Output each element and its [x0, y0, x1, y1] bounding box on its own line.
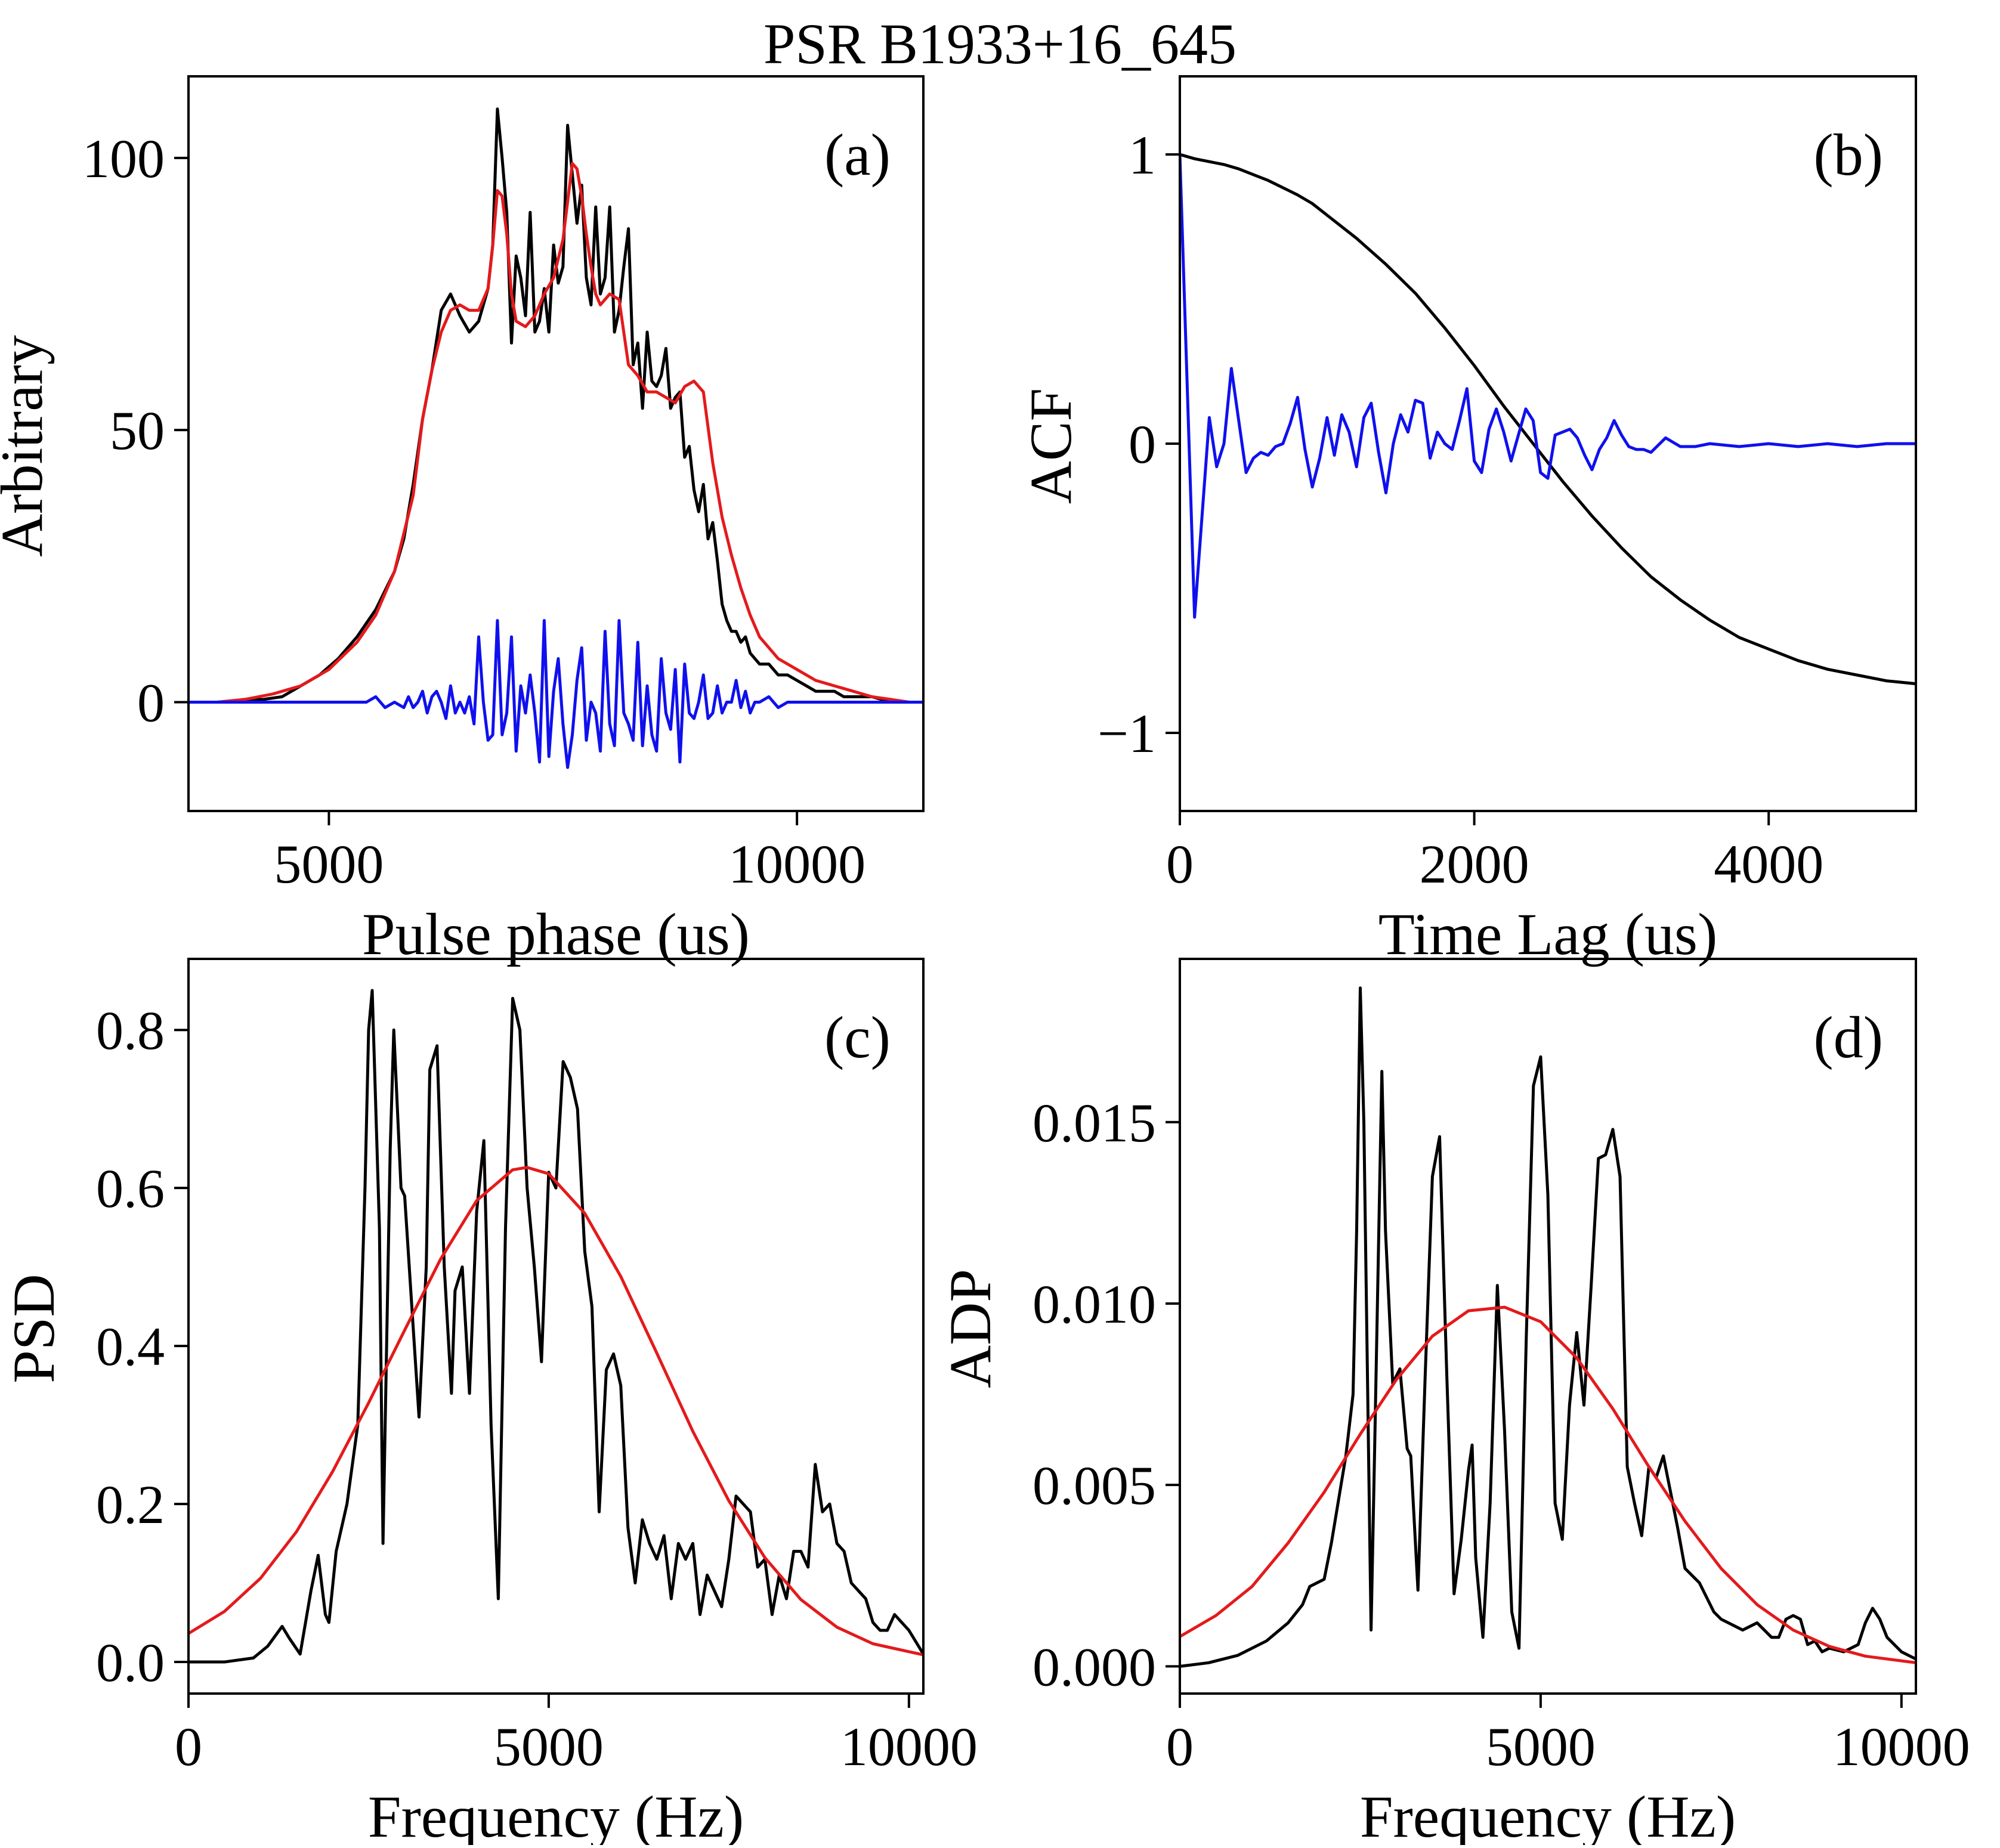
- y-axis-label: ACF: [1018, 388, 1084, 504]
- y-tick-label: 0.000: [1033, 1636, 1156, 1697]
- y-tick-label: 0.6: [96, 1158, 165, 1219]
- y-tick-label: 0.8: [96, 1000, 165, 1061]
- y-tick-label: 1: [1129, 125, 1156, 185]
- x-tick-label: 5000: [1486, 1716, 1596, 1777]
- x-axis-label: Time Lag (us): [1378, 901, 1718, 967]
- y-tick-label: 0.0: [96, 1632, 165, 1693]
- panel-b: 0 2000 4000 −1 0 1 Time Lag (us) ACF (b): [1018, 75, 1917, 967]
- x-axis-label: Frequency (Hz): [1360, 1784, 1736, 1845]
- panel-d: 0 5000 10000 0.000 0.005 0.010 0.015 Frequency …: [937, 958, 1970, 1848]
- panel-label: (d): [1813, 1004, 1883, 1070]
- axes-frame: [1179, 958, 1917, 1695]
- x-tick-label: 0: [175, 1716, 202, 1777]
- panel-label: (b): [1813, 122, 1883, 188]
- y-axis-label: PSD: [1, 1274, 67, 1383]
- series-acf-residual-line: [1180, 153, 1916, 619]
- panel-a: 5000 10000 0 50 100 Pulse phase (us) Arbitrary…: [0, 75, 925, 967]
- series-smoothed-line: [188, 162, 923, 704]
- series-acf-profile-line: [1180, 153, 1916, 686]
- series-psd-line: [188, 989, 923, 1664]
- y-axis-label: Arbitrary: [0, 335, 55, 557]
- figure-title: PSR B1933+16_645: [763, 12, 1237, 76]
- axes-frame: [187, 958, 925, 1695]
- x-tick-label: 5000: [274, 834, 384, 894]
- y-tick-label: 0.015: [1033, 1092, 1156, 1153]
- x-tick-label: 0: [1166, 1716, 1194, 1777]
- x-tick-label: 0: [1166, 834, 1194, 894]
- x-tick-label: 2000: [1420, 834, 1529, 894]
- y-tick-label: 0.010: [1033, 1274, 1156, 1335]
- series-adp-line: [1180, 986, 1916, 1668]
- panel-c: 0 5000 10000 0.0 0.2 0.4 0.6 0.8 Frequency (Hz) P…: [1, 958, 978, 1848]
- y-tick-label: 0.005: [1033, 1455, 1156, 1516]
- panel-label: (a): [824, 122, 891, 188]
- axes-frame: [1179, 75, 1917, 812]
- x-axis-label: Frequency (Hz): [368, 1784, 744, 1845]
- x-tick-label: 5000: [494, 1716, 604, 1777]
- series-profile-line: [188, 107, 923, 704]
- y-tick-label: 0.4: [96, 1316, 165, 1377]
- x-tick-label: 10000: [728, 834, 865, 894]
- x-tick-label: 4000: [1714, 834, 1823, 894]
- panel-label: (c): [824, 1004, 891, 1070]
- x-tick-label: 10000: [840, 1716, 978, 1777]
- y-tick-label: 100: [82, 128, 165, 189]
- y-tick-label: 50: [110, 400, 165, 461]
- y-axis-label: ADP: [937, 1269, 1003, 1388]
- series-gaussian-fit-line: [1180, 1305, 1916, 1664]
- axes-frame: [187, 75, 925, 812]
- x-tick-label: 10000: [1833, 1716, 1970, 1777]
- y-tick-label: 0.2: [96, 1474, 165, 1535]
- y-tick-label: 0: [1129, 414, 1156, 475]
- x-axis-label: Pulse phase (us): [362, 901, 750, 967]
- y-tick-label: −1: [1098, 703, 1156, 764]
- y-tick-label: 0: [137, 672, 165, 733]
- series-gaussian-fit-line: [188, 1166, 923, 1657]
- series-residual-line: [188, 619, 923, 769]
